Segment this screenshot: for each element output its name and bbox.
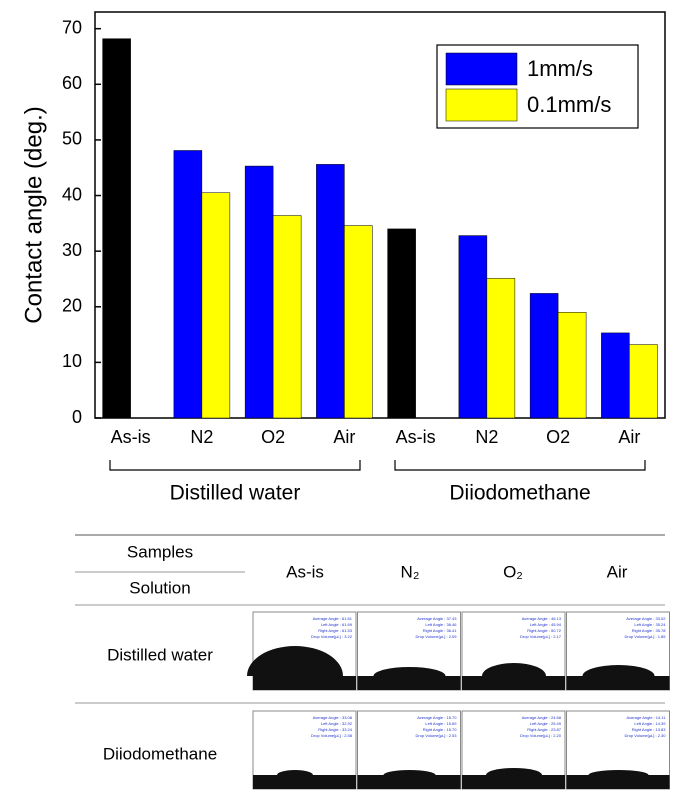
bar xyxy=(530,293,558,418)
measurement-text: Drop Volume[µL] : 2.53 xyxy=(416,733,458,738)
group-bracket xyxy=(110,460,360,470)
y-tick-label: 50 xyxy=(62,129,82,149)
measurement-text: Left Angle : 14.39 xyxy=(634,721,666,726)
measurement-text: Right Angle : 50.72 xyxy=(527,628,562,633)
measurement-text: Left Angle : 15.69 xyxy=(425,721,457,726)
y-tick-label: 30 xyxy=(62,240,82,260)
measurement-text: Left Angle : 61.69 xyxy=(321,622,353,627)
substrate xyxy=(253,775,356,789)
y-tick-label: 40 xyxy=(62,184,82,204)
table-corner: Samples xyxy=(127,542,193,561)
measurement-text: Drop Volume[µL] : 2.17 xyxy=(520,634,562,639)
legend-label: 1mm/s xyxy=(527,56,593,81)
column-header: O₂ xyxy=(503,562,523,581)
bar xyxy=(344,226,372,418)
group-bracket xyxy=(395,460,645,470)
column-header: N₂ xyxy=(401,562,420,581)
measurement-text: Average Angle : 15.70 xyxy=(417,715,457,720)
page: Contact angle (deg.) Samples Solution 0 1… xyxy=(0,0,687,794)
x-tick-label: As-is xyxy=(396,427,436,447)
bar xyxy=(601,333,629,418)
y-axis-title: Contact angle (deg.) xyxy=(20,106,47,323)
measurement-text: Average Angle : 33.08 xyxy=(313,715,353,720)
bar xyxy=(629,345,657,418)
x-tick-label: N2 xyxy=(190,427,213,447)
substrate xyxy=(462,775,565,789)
measurement-text: Drop Volume[µL] : 2.20 xyxy=(520,733,562,738)
y-tick-label: 70 xyxy=(62,17,82,37)
measurement-text: Drop Volume[µL] : 2.09 xyxy=(416,634,458,639)
measurement-text: Average Angle : 46.13 xyxy=(522,616,562,621)
measurement-text: Right Angle : 13.83 xyxy=(632,727,667,732)
x-tick-label: Air xyxy=(618,427,640,447)
substrate xyxy=(253,676,356,690)
measurement-text: Average Angle : 33.02 xyxy=(626,616,666,621)
table-corner: Solution xyxy=(129,578,190,597)
measurement-text: Left Angle : 32.92 xyxy=(321,721,353,726)
column-header: Air xyxy=(607,562,628,581)
substrate xyxy=(358,676,461,690)
measurement-text: Left Angle : 38.46 xyxy=(425,622,457,627)
measurement-text: Right Angle : 36.41 xyxy=(423,628,458,633)
measurement-text: Drop Volume[µL] : 2.58 xyxy=(311,733,353,738)
measurement-text: Left Angle : 35.24 xyxy=(634,622,666,627)
column-header: As-is xyxy=(286,562,324,581)
measurement-text: Left Angle : 45.94 xyxy=(530,622,562,627)
x-tick-label: O2 xyxy=(546,427,570,447)
measurement-text: Right Angle : 15.70 xyxy=(423,727,458,732)
measurement-text: Drop Volume[µL] : 2.30 xyxy=(625,733,667,738)
bar xyxy=(202,193,230,418)
measurement-text: Left Angle : 25.49 xyxy=(530,721,562,726)
bar xyxy=(245,166,273,418)
legend-swatch xyxy=(446,53,517,85)
measurement-text: Average Angle : 61.61 xyxy=(313,616,353,621)
measurement-text: Right Angle : 35.78 xyxy=(632,628,667,633)
bar xyxy=(459,236,487,418)
legend-swatch xyxy=(446,89,517,121)
bar xyxy=(103,39,131,418)
measurement-text: Average Angle : 24.68 xyxy=(522,715,562,720)
bar xyxy=(388,229,416,418)
substrate xyxy=(358,775,461,789)
measurement-text: Drop Volume[µL] : 1.85 xyxy=(625,634,667,639)
group-label: Diiodomethane xyxy=(449,482,590,505)
substrate xyxy=(567,775,670,789)
group-label: Distilled water xyxy=(170,482,301,505)
x-tick-label: N2 xyxy=(475,427,498,447)
row-label: Distilled water xyxy=(107,645,213,664)
y-tick-label: 60 xyxy=(62,73,82,93)
bar xyxy=(174,150,202,418)
bar xyxy=(273,216,301,418)
x-tick-label: As-is xyxy=(111,427,151,447)
measurement-text: Right Angle : 23.87 xyxy=(527,727,562,732)
x-tick-label: Air xyxy=(333,427,355,447)
bar xyxy=(487,278,515,418)
y-tick-label: 10 xyxy=(62,351,82,371)
substrate xyxy=(462,676,565,690)
measurement-text: Average Angle : 14.11 xyxy=(627,715,667,720)
measurement-text: Average Angle : 37.43 xyxy=(417,616,457,621)
legend-label: 0.1mm/s xyxy=(527,92,611,117)
y-tick-label: 0 xyxy=(72,407,82,427)
measurement-text: Right Angle : 61.53 xyxy=(318,628,353,633)
x-tick-label: O2 xyxy=(261,427,285,447)
substrate xyxy=(567,676,670,690)
y-tick-label: 20 xyxy=(62,296,82,316)
bar xyxy=(316,164,344,418)
row-label: Diiodomethane xyxy=(103,744,217,763)
bar xyxy=(558,312,586,418)
measurement-text: Right Angle : 33.24 xyxy=(318,727,353,732)
measurement-text: Drop Volume[µL] : 3.22 xyxy=(311,634,353,639)
